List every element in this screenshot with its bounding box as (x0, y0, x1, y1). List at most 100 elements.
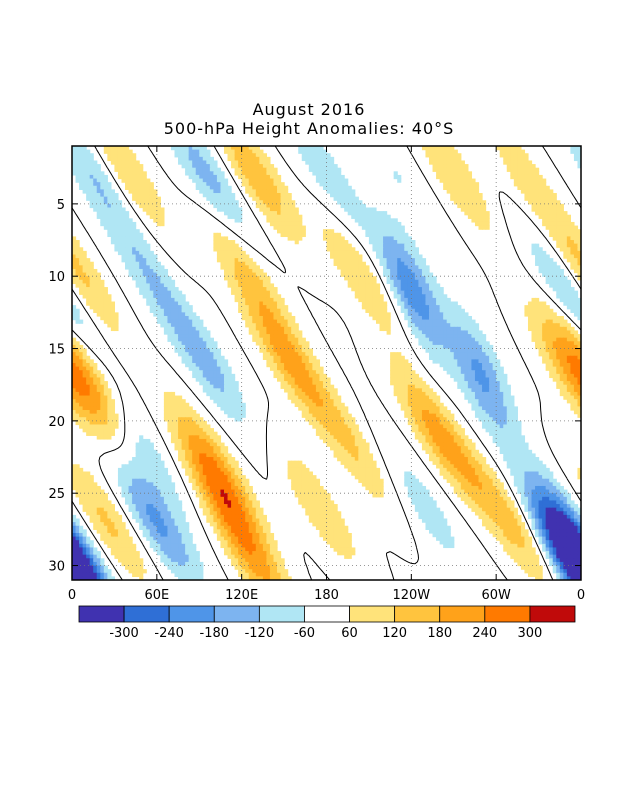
anomaly-cell (128, 258, 133, 263)
anomaly-cell (195, 319, 200, 324)
anomaly-cell (75, 315, 80, 321)
anomaly-cell (308, 153, 313, 158)
anomaly-cell (216, 178, 222, 183)
anomaly-cell (478, 348, 483, 353)
anomaly-cell (142, 240, 147, 245)
anomaly-cell (400, 279, 405, 285)
anomaly-cell (432, 399, 437, 404)
anomaly-cell (432, 330, 437, 335)
anomaly-cell (535, 315, 540, 321)
anomaly-cell (322, 420, 328, 426)
anomaly-cell (559, 344, 564, 350)
anomaly-cell (89, 189, 94, 194)
anomaly-cell (460, 323, 465, 328)
anomaly-cell (421, 334, 427, 339)
anomaly-cell (223, 178, 229, 183)
anomaly-cell (234, 406, 239, 411)
anomaly-cell (482, 402, 487, 407)
anomaly-cell (563, 373, 568, 379)
anomaly-cell (291, 352, 296, 357)
anomaly-cell (478, 355, 483, 360)
anomaly-cell (510, 395, 515, 400)
anomaly-cell (450, 167, 455, 172)
anomaly-cell (125, 218, 130, 223)
anomaly-cell (545, 203, 550, 209)
anomaly-cell (506, 399, 511, 404)
anomaly-cell (432, 294, 437, 299)
anomaly-cell (556, 225, 561, 230)
anomaly-cell (114, 149, 119, 154)
anomaly-cell (139, 438, 144, 444)
anomaly-cell (86, 171, 91, 176)
anomaly-cell (308, 384, 313, 389)
anomaly-cell (241, 410, 246, 415)
anomaly-cell (351, 424, 356, 429)
anomaly-cell (114, 221, 119, 227)
anomaly-cell (471, 344, 476, 350)
anomaly-cell (411, 254, 416, 259)
anomaly-cell (460, 366, 465, 371)
anomaly-cell (326, 399, 331, 404)
anomaly-cell (379, 323, 384, 328)
anomaly-cell (563, 370, 568, 375)
anomaly-cell (390, 218, 395, 223)
anomaly-cell (559, 297, 564, 303)
anomaly-cell (436, 174, 441, 180)
anomaly-cell (103, 388, 108, 393)
anomaly-cell (397, 243, 402, 248)
anomaly-cell (485, 388, 490, 393)
anomaly-cell (298, 232, 303, 238)
anomaly-cell (527, 189, 533, 194)
anomaly-cell (474, 348, 480, 353)
anomaly-cell (202, 344, 207, 350)
anomaly-cell (499, 391, 504, 397)
anomaly-cell (322, 229, 328, 234)
anomaly-cell (238, 272, 243, 277)
anomaly-cell (149, 261, 154, 266)
anomaly-cell (132, 250, 137, 256)
anomaly-cell (531, 301, 536, 306)
anomaly-cell (577, 236, 581, 241)
anomaly-cell (153, 279, 158, 285)
anomaly-cell (255, 167, 260, 172)
anomaly-cell (195, 359, 200, 364)
anomaly-cell (252, 305, 257, 310)
anomaly-cell (135, 164, 140, 169)
anomaly-cell (414, 391, 419, 397)
anomaly-cell (322, 236, 328, 241)
anomaly-cell (400, 388, 405, 393)
anomaly-cell (287, 319, 292, 324)
anomaly-cell (72, 395, 77, 400)
anomaly-cell (432, 276, 437, 281)
anomaly-cell (570, 344, 575, 350)
anomaly-cell (291, 218, 296, 223)
anomaly-cell (142, 254, 147, 259)
anomaly-cell (496, 377, 501, 382)
anomaly-cell (216, 207, 222, 212)
anomaly-cell (538, 330, 543, 335)
anomaly-cell (107, 388, 112, 393)
anomaly-cell (135, 182, 140, 187)
anomaly-cell (245, 167, 250, 172)
anomaly-cell (421, 413, 427, 418)
anomaly-cell (372, 283, 377, 288)
anomaly-cell (429, 146, 434, 151)
anomaly-cell (291, 341, 296, 346)
anomaly-cell (365, 272, 370, 277)
anomaly-cell (280, 193, 285, 198)
anomaly-cell (552, 221, 557, 227)
anomaly-cell (315, 395, 321, 400)
anomaly-cell (103, 410, 108, 415)
anomaly-cell (301, 225, 306, 230)
anomaly-cell (181, 359, 186, 364)
anomaly-cell (231, 272, 236, 277)
anomaly-cell (195, 164, 200, 169)
anomaly-cell (103, 391, 108, 397)
anomaly-cell (446, 323, 451, 328)
anomaly-cell (375, 229, 381, 234)
anomaly-cell (252, 312, 257, 317)
anomaly-cell (234, 268, 239, 274)
anomaly-cell (517, 424, 522, 429)
anomaly-cell (167, 406, 172, 411)
anomaly-cell (549, 196, 554, 201)
